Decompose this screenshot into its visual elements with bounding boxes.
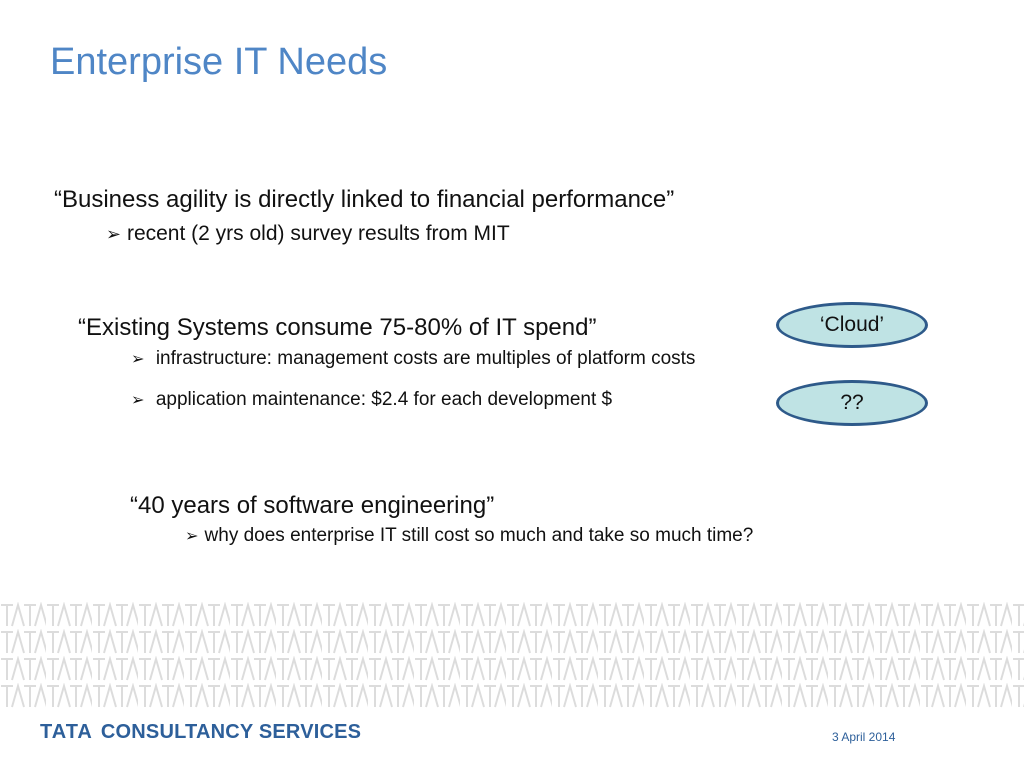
slide-date: 3 April 2014 (832, 730, 896, 744)
cloud-callout: ‘Cloud’ (776, 302, 928, 348)
slide-title: Enterprise IT Needs (50, 41, 388, 83)
sub-point-infrastructure: ➢ infrastructure: management costs are m… (131, 348, 696, 369)
arrow-bullet-icon: ➢ (106, 224, 121, 245)
sub-point-application-maintenance: ➢ application maintenance: $2.4 for each… (131, 389, 613, 410)
arrow-bullet-icon: ➢ (131, 349, 145, 368)
sub-point-mit-survey: ➢ recent (2 yrs old) survey results from … (106, 222, 510, 245)
sub-point-why-cost: ➢ why does enterprise IT still cost so mu… (185, 525, 754, 546)
point-existing-systems: “Existing Systems consume 75-80% of IT s… (78, 314, 597, 341)
tata-pattern-band (0, 602, 1024, 710)
point-software-engineering: “40 years of software engineering” (130, 492, 495, 519)
question-callout: ?? (776, 380, 928, 426)
point-business-agility: “Business agility is directly linked to … (54, 186, 675, 213)
arrow-bullet-icon: ➢ (185, 526, 199, 545)
arrow-bullet-icon: ➢ (131, 390, 145, 409)
company-logo: TATA CONSULTANCY SERVICES (40, 721, 362, 743)
